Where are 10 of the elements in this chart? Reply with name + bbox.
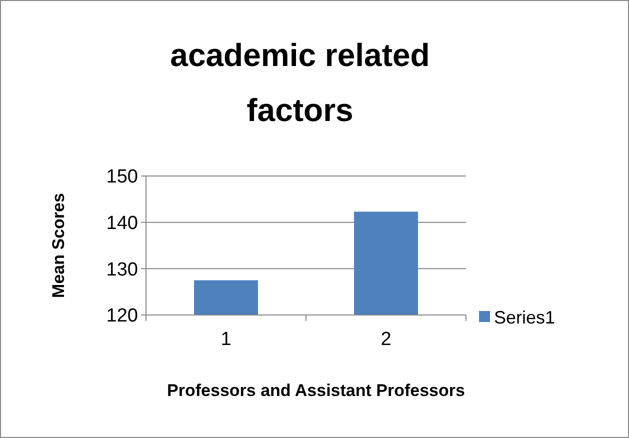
x-axis-title: Professors and Assistant Professors: [167, 381, 465, 400]
chart-title: academic related factors: [170, 37, 430, 128]
y-axis-title: Mean Scores: [49, 193, 68, 298]
y-tick-label: 150: [106, 166, 138, 188]
y-tick-label: 120: [106, 306, 138, 327]
y-tick-label: 140: [106, 212, 138, 234]
legend-label: Series1: [494, 307, 556, 328]
x-tick-label: 1: [220, 329, 232, 350]
y-tick-label: 130: [106, 259, 138, 280]
x-tick-label: 2: [380, 329, 392, 350]
